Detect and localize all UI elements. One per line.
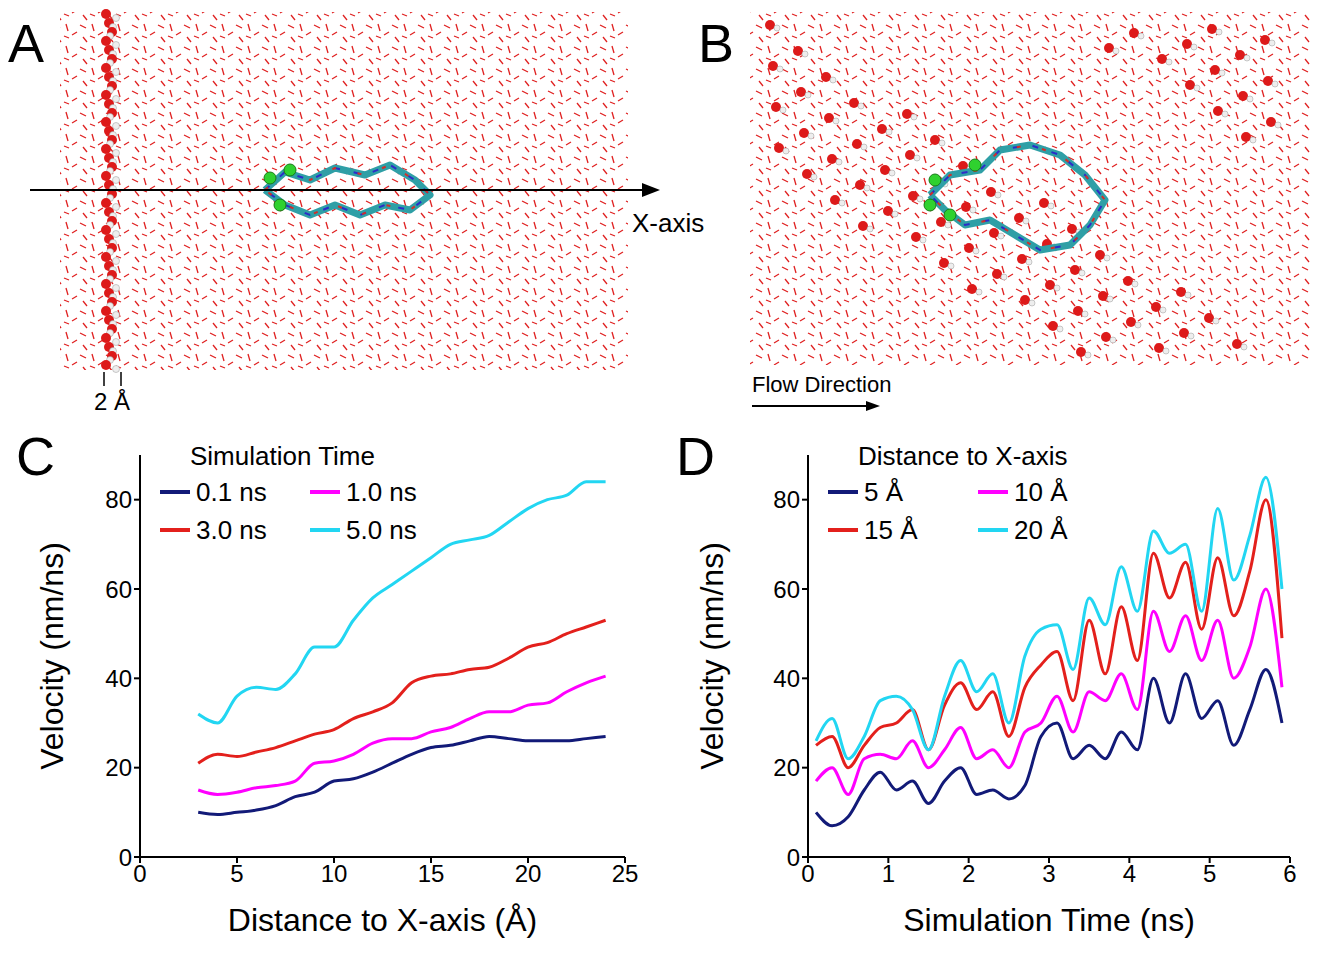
svg-text:5: 5	[230, 860, 243, 887]
svg-text:60: 60	[773, 576, 800, 603]
html-text:20 Å: 20 Å	[1014, 515, 1068, 545]
svg-text:20: 20	[773, 754, 800, 781]
svg-text:X-axis: X-axis	[632, 208, 704, 238]
svg-text:4: 4	[1123, 860, 1136, 887]
html-text:10 Å: 10 Å	[1014, 477, 1068, 507]
html-text:Distance to X-axis (Å): Distance to X-axis (Å)	[227, 902, 538, 938]
svg-text:3: 3	[1042, 860, 1055, 887]
html-text:1.0 ns: 1.0 ns	[346, 477, 417, 507]
svg-text:20: 20	[105, 754, 132, 781]
html-text:Distance to X-axis: Distance to X-axis	[858, 441, 1068, 471]
html-text:Simulation Time (ns): Simulation Time (ns)	[903, 902, 1195, 938]
svg-text:10: 10	[321, 860, 348, 887]
svg-text:Flow Direction: Flow Direction	[752, 372, 891, 397]
svg-text:40: 40	[105, 665, 132, 692]
svg-text:6: 6	[1283, 860, 1296, 887]
html-text:15 Å: 15 Å	[864, 515, 918, 545]
html-text:Velocity (nm/ns): Velocity (nm/ns)	[34, 542, 70, 770]
html-text:C: C	[16, 426, 55, 486]
svg-text:1: 1	[882, 860, 895, 887]
html-text:5.0 ns: 5.0 ns	[346, 515, 417, 545]
svg-text:20: 20	[515, 860, 542, 887]
svg-text:15: 15	[418, 860, 445, 887]
svg-text:0: 0	[787, 844, 800, 871]
svg-text:60: 60	[105, 576, 132, 603]
svg-text:0: 0	[801, 860, 814, 887]
svg-text:80: 80	[773, 486, 800, 513]
html-text:0.1 ns: 0.1 ns	[196, 477, 267, 507]
svg-text:0: 0	[133, 860, 146, 887]
html-text:Velocity (nm/ns): Velocity (nm/ns)	[694, 542, 730, 770]
svg-text:B: B	[698, 13, 734, 73]
svg-text:0: 0	[119, 844, 132, 871]
svg-text:5: 5	[1203, 860, 1216, 887]
svg-text:80: 80	[105, 486, 132, 513]
html-text:5 Å: 5 Å	[864, 477, 903, 507]
svg-text:2: 2	[962, 860, 975, 887]
html-text:Simulation Time: Simulation Time	[190, 441, 375, 471]
html-text:3.0 ns: 3.0 ns	[196, 515, 267, 545]
svg-text:2 Å: 2 Å	[94, 388, 130, 415]
svg-text:40: 40	[773, 665, 800, 692]
svg-text:25: 25	[612, 860, 639, 887]
svg-text:A: A	[8, 13, 44, 73]
html-text:D: D	[676, 426, 715, 486]
